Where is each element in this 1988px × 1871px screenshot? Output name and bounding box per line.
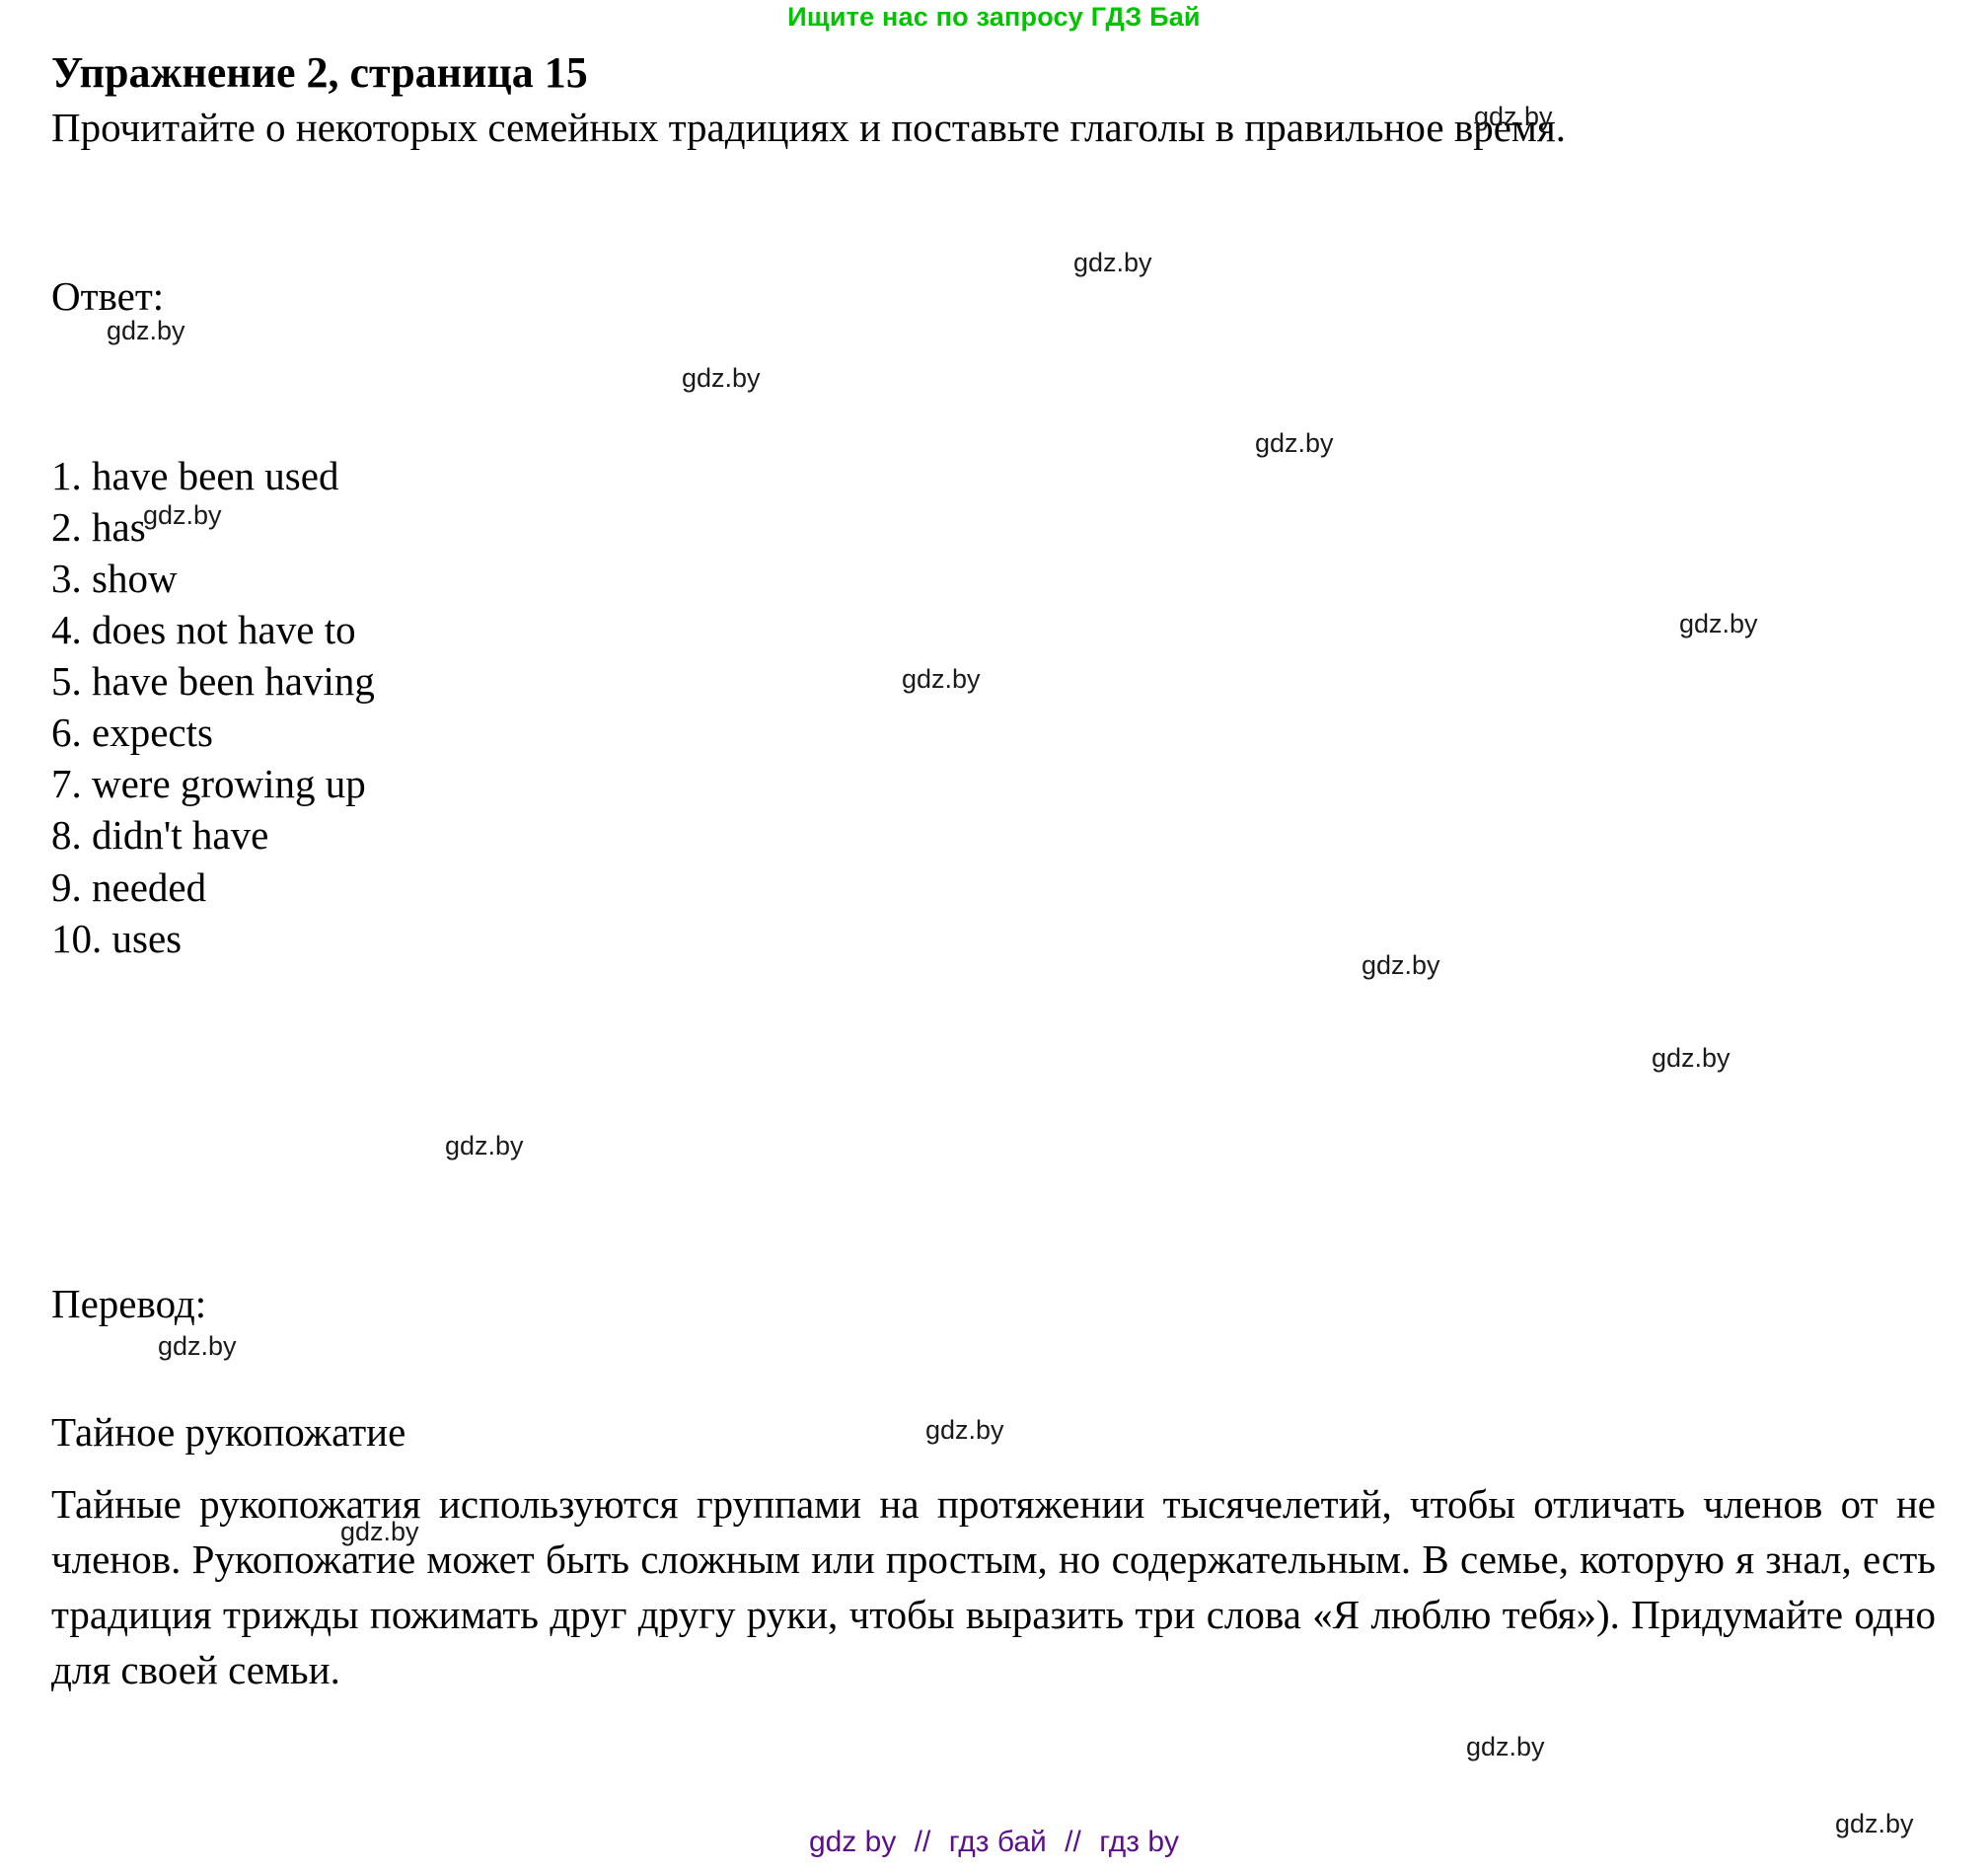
watermark-gdz-by: gdz.by	[158, 1331, 237, 1361]
watermark-gdz-by: gdz.by	[925, 1415, 1004, 1445]
footer-link-gdz-by[interactable]: gdz by	[808, 1826, 897, 1858]
watermark-gdz-by: gdz.by	[1362, 950, 1440, 980]
watermark-gdz-by: gdz.by	[682, 363, 761, 393]
watermark-gdz-by: gdz.by	[445, 1131, 524, 1160]
footer-links: gdz by // гдз бай // гдз by	[0, 1826, 1988, 1859]
translation-label: Перевод:	[51, 1281, 207, 1326]
answer-item: 10. uses	[51, 915, 183, 961]
answer-item: 8. didn't have	[51, 812, 269, 859]
answer-item: 6. expects	[51, 710, 213, 756]
answers-list: 1. have been used 2. has 3. show 4. does…	[51, 450, 375, 964]
promo-banner: Ищите нас по запросу ГДЗ Бай	[787, 2, 1201, 32]
watermark-gdz-by: gdz.by	[1466, 1732, 1545, 1761]
answer-label: Ответ:	[51, 273, 165, 319]
footer-separator: //	[1065, 1826, 1081, 1858]
document-content: Упражнение 2, страница 15 Прочитайте о н…	[51, 47, 1936, 1692]
translation-title: Тайное рукопожатие	[51, 1409, 406, 1455]
answer-item: 9. needed	[51, 863, 207, 910]
footer-separator: //	[914, 1826, 931, 1858]
page-title: Упражнение 2, страница 15	[51, 48, 588, 97]
answer-item: 1. have been used	[51, 453, 339, 498]
answer-item: 5. have been having	[51, 658, 375, 705]
watermark-gdz-by: gdz.by	[902, 664, 981, 694]
answer-item: 2. has	[51, 504, 146, 551]
watermark-gdz-by: gdz.by	[1255, 428, 1334, 458]
watermark-gdz-by: gdz.by	[107, 316, 185, 345]
task-instruction: Прочитайте о некоторых семейных традиция…	[51, 104, 1566, 150]
answer-item: 3. show	[51, 556, 178, 602]
answer-item: 7. were growing up	[51, 761, 366, 807]
answer-item: 4. does not have to	[51, 607, 356, 653]
footer-link-gdz-bay[interactable]: гдз бай	[948, 1826, 1047, 1858]
watermark-gdz-by: gdz.by	[1073, 248, 1152, 277]
watermark-gdz-by: gdz.by	[1679, 609, 1758, 638]
watermark-gdz-by: gdz.by	[1652, 1043, 1730, 1073]
translation-body: Тайные рукопожатия используются группами…	[51, 1481, 1936, 1693]
footer-link-gdz-by-ru[interactable]: гдз by	[1099, 1826, 1180, 1858]
